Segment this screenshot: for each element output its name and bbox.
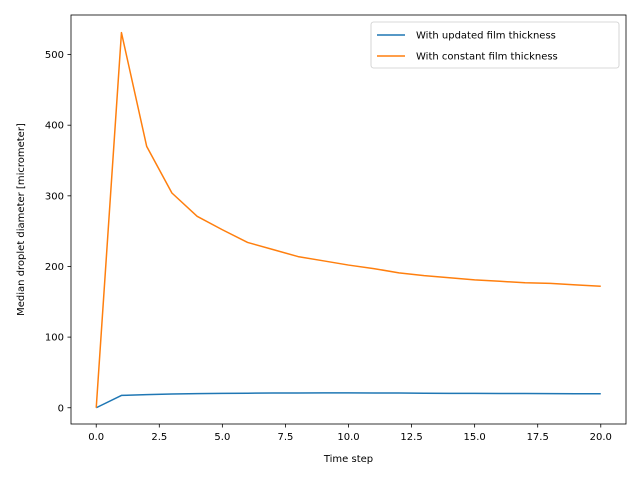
x-tick-label: 7.5 [277, 432, 293, 443]
series-layer [95, 31, 601, 409]
legend-label-1: With constant film thickness [416, 52, 558, 63]
y-tick-label: 0 [58, 403, 64, 414]
x-tick-label: 17.5 [527, 432, 549, 443]
y-tick-label: 300 [45, 191, 64, 202]
y-tick-label: 500 [45, 50, 64, 61]
x-tick-label: 15.0 [464, 432, 486, 443]
legend: With updated film thickness With constant… [370, 21, 620, 69]
x-tick-label: 5.0 [214, 432, 230, 443]
y-tick-label: 400 [45, 121, 64, 132]
y-tick-label: 200 [45, 262, 64, 273]
x-tick-label: 2.5 [151, 432, 167, 443]
x-axis-ticks: 0.0 2.5 5.0 7.5 10.0 12.5 15.0 17.5 20.0 [88, 424, 612, 443]
series-line-0 [95, 392, 601, 409]
y-axis-label: Median droplet diameter [micrometer] [16, 123, 27, 316]
legend-label-0: With updated film thickness [416, 31, 556, 42]
x-tick-label: 20.0 [590, 432, 612, 443]
y-axis-ticks: 0 100 200 300 400 500 [45, 50, 71, 414]
x-tick-label: 12.5 [400, 432, 422, 443]
x-tick-label: 10.0 [337, 432, 359, 443]
series-line-1 [95, 31, 601, 408]
x-axis-label: Time step [323, 454, 373, 465]
y-tick-label: 100 [45, 333, 64, 344]
legend-box [370, 21, 620, 69]
x-tick-label: 0.0 [88, 432, 104, 443]
